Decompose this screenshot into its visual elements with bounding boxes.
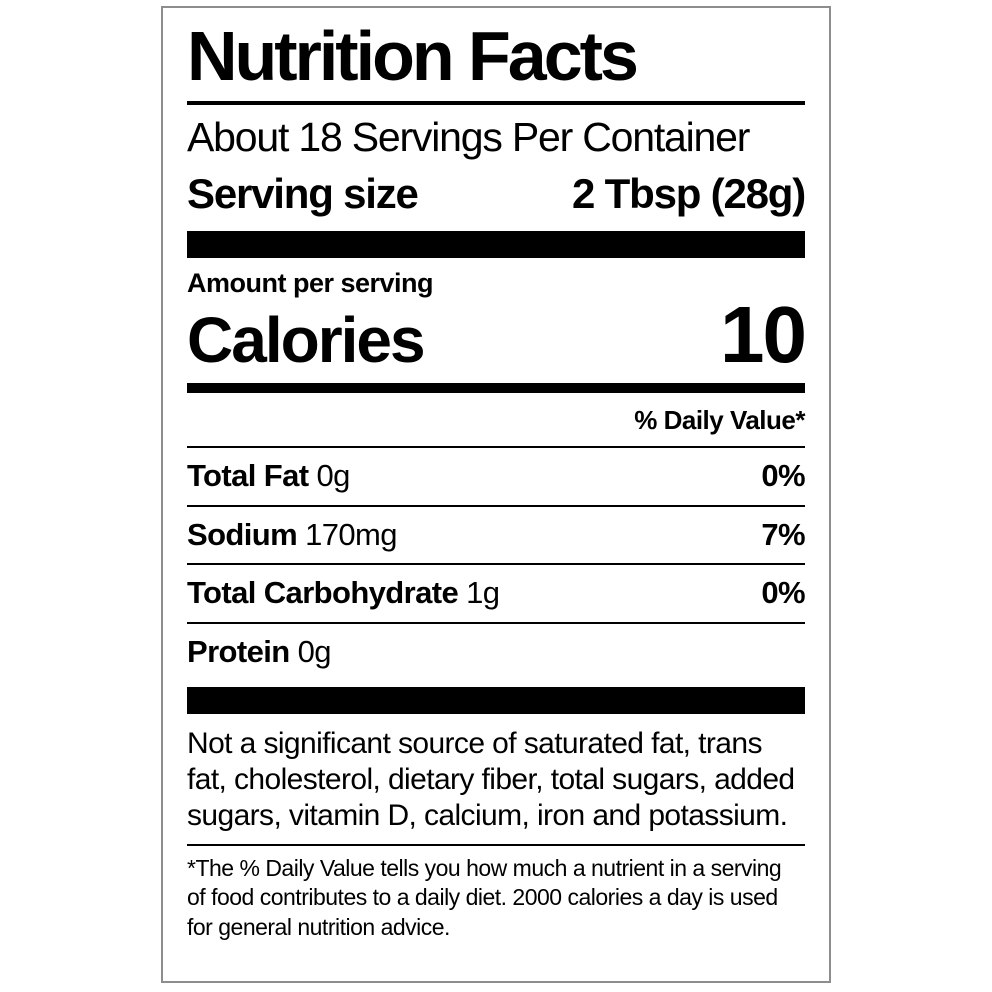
- nutrient-label: Total Carbohydrate 1g: [187, 575, 500, 611]
- nutrient-row-protein: Protein 0g: [187, 624, 805, 681]
- footnote-divider: [187, 843, 805, 846]
- nutrient-name: Total Fat: [187, 458, 309, 494]
- calories-row: Calories 10: [187, 290, 807, 394]
- servings-per-container: About 18 Servings Per Container: [187, 113, 750, 160]
- serving-size-label: Serving size: [187, 169, 419, 217]
- nutrient-amount: 0g: [297, 633, 332, 669]
- serving-size-value: 2 Tbsp (28g): [572, 169, 806, 217]
- amount-per-serving-label: Amount per serving: [187, 267, 434, 298]
- nutrient-name: Protein: [187, 633, 290, 669]
- serving-size-row: Serving size 2 Tbsp (28g): [187, 169, 806, 217]
- daily-value-footnote: *The % Daily Value tells you how much a …: [187, 854, 782, 941]
- nutrient-row-total-carbohydrate: Total Carbohydrate 1g 0%: [187, 565, 806, 624]
- nutrient-daily-value: 0%: [761, 575, 805, 611]
- nutrient-daily-value: 7%: [761, 516, 805, 552]
- nutrient-name: Total Carbohydrate: [187, 575, 459, 611]
- nutrient-label: Sodium 170mg: [187, 516, 397, 552]
- nutrition-facts-title: Nutrition Facts: [187, 20, 805, 105]
- nutrient-label: Protein 0g: [187, 633, 332, 669]
- nutrient-name: Sodium: [187, 516, 298, 552]
- nutrient-amount: 1g: [466, 575, 500, 611]
- divider-bar-bottom: [187, 686, 805, 714]
- not-significant-source-note: Not a significant source of saturated fa…: [187, 726, 795, 832]
- nutrient-amount: 170mg: [305, 516, 397, 552]
- nutrition-facts-panel: Nutrition Facts About 18 Servings Per Co…: [161, 6, 831, 983]
- nutrient-row-sodium: Sodium 170mg 7%: [187, 507, 806, 566]
- nutrient-row-total-fat: Total Fat 0g 0%: [187, 448, 806, 507]
- calories-value: 10: [720, 290, 807, 380]
- nutrient-amount: 0g: [316, 458, 350, 494]
- divider-bar-top: [187, 230, 805, 258]
- calories-label: Calories: [187, 304, 426, 377]
- daily-value-header: % Daily Value*: [187, 393, 806, 449]
- nutrient-label: Total Fat 0g: [187, 460, 350, 493]
- nutrient-daily-value: 0%: [761, 458, 805, 494]
